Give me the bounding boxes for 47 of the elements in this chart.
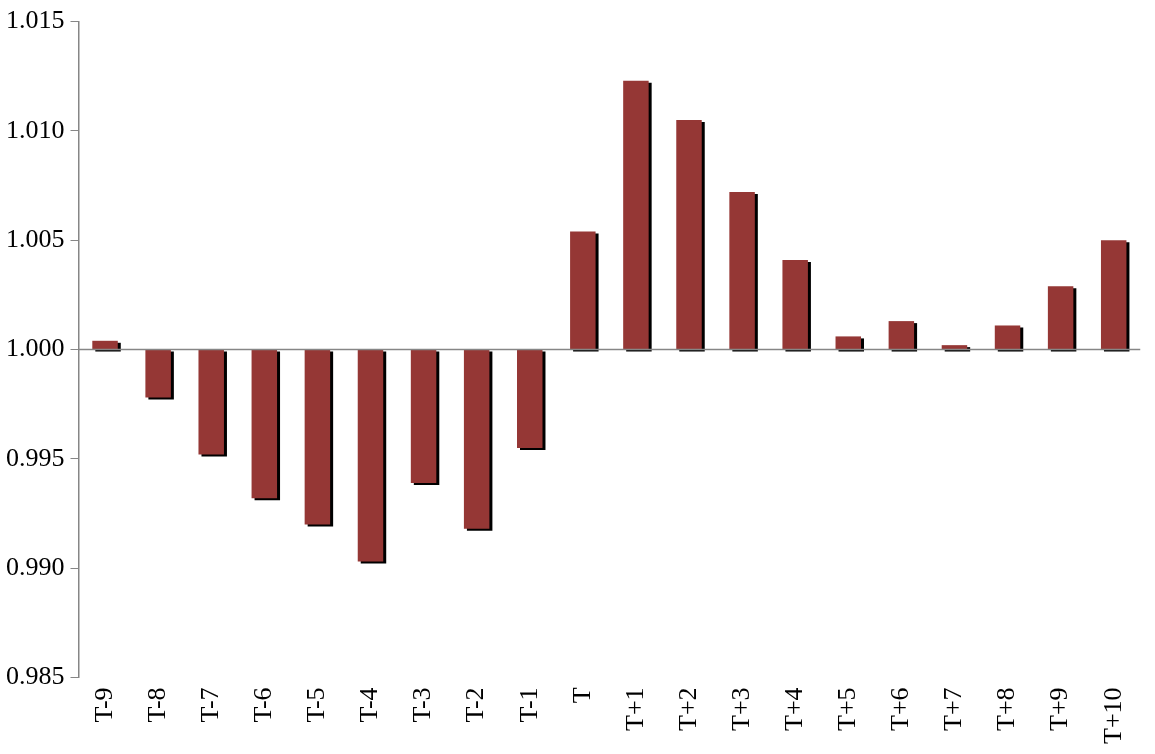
bar bbox=[623, 80, 649, 350]
bar bbox=[463, 349, 490, 529]
bar bbox=[517, 349, 543, 448]
y-tick-label: 0.985 bbox=[6, 661, 65, 691]
x-tick-label: T+7 bbox=[938, 687, 968, 731]
x-tick-label: T-7 bbox=[195, 687, 225, 723]
bar bbox=[729, 192, 755, 350]
x-tick-label: T+9 bbox=[1044, 687, 1074, 731]
x-tick-label: T+1 bbox=[619, 687, 649, 731]
x-tick-label: T-8 bbox=[141, 687, 171, 723]
bar bbox=[941, 345, 968, 350]
x-tick-label: T+5 bbox=[832, 687, 862, 731]
bar bbox=[251, 349, 278, 499]
x-tick-label: T-2 bbox=[460, 687, 490, 723]
x-tick-label: T+2 bbox=[672, 687, 702, 731]
y-tick-label: 1.005 bbox=[6, 224, 65, 254]
x-tick-label: T-3 bbox=[407, 687, 437, 723]
x-tick-label: T-5 bbox=[301, 687, 331, 723]
bar bbox=[570, 231, 596, 350]
y-tick-label: 0.990 bbox=[6, 551, 65, 581]
bar bbox=[994, 325, 1021, 350]
x-tick-label: T-6 bbox=[248, 687, 278, 723]
bar bbox=[676, 119, 702, 350]
bar bbox=[357, 349, 384, 562]
bar bbox=[92, 340, 118, 350]
bar bbox=[782, 259, 808, 350]
bar bbox=[835, 336, 862, 350]
x-tick-label: T bbox=[566, 687, 596, 704]
y-tick-label: 1.015 bbox=[6, 5, 65, 35]
x-tick-label: T-9 bbox=[88, 687, 118, 723]
x-tick-label: T+4 bbox=[779, 687, 809, 731]
bar bbox=[304, 349, 331, 525]
bar bbox=[198, 349, 224, 455]
x-tick-label: T+6 bbox=[885, 687, 915, 731]
x-tick-label: T-4 bbox=[354, 687, 384, 723]
x-tick-label: T+3 bbox=[725, 687, 755, 731]
bar bbox=[1047, 286, 1074, 350]
x-tick-label: T-1 bbox=[513, 687, 543, 723]
x-tick-label: T+8 bbox=[991, 687, 1021, 731]
bar bbox=[410, 349, 437, 483]
bar bbox=[888, 321, 915, 350]
bar bbox=[1100, 240, 1127, 350]
y-tick-label: 1.010 bbox=[6, 114, 65, 144]
y-tick-label: 1.000 bbox=[6, 333, 65, 363]
x-tick-label: T+10 bbox=[1097, 687, 1127, 744]
bar bbox=[145, 349, 171, 398]
y-tick-label: 0.995 bbox=[6, 442, 65, 472]
